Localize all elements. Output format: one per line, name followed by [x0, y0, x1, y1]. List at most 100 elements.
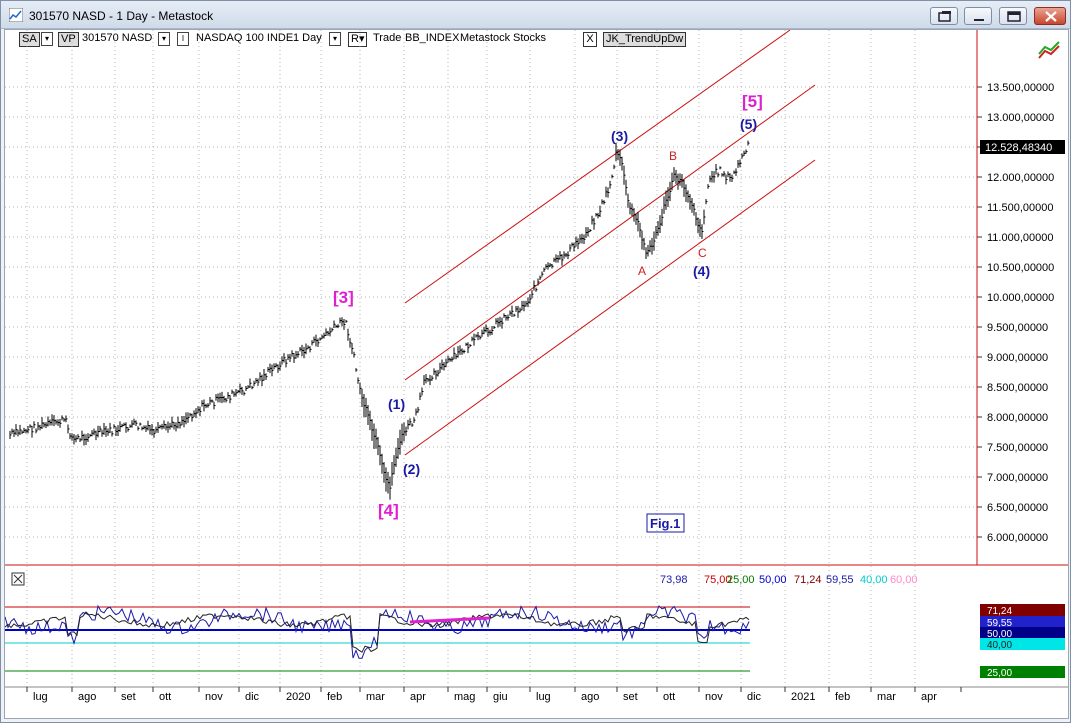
period-dropdown[interactable]: ▾ — [329, 32, 341, 46]
channel-lower — [404, 159, 816, 456]
indicator-badge — [980, 638, 1065, 650]
channel-middle — [404, 84, 816, 381]
chart-tool-icon[interactable] — [1038, 41, 1060, 59]
sa-button[interactable]: SA — [19, 32, 40, 47]
indicator-value: 71,24 — [794, 574, 822, 586]
price-tick-label: 9.000,00000 — [987, 352, 1048, 364]
price-tick-label: 9.500,00000 — [987, 322, 1048, 334]
last-price-label: 12.528,48340 — [985, 142, 1052, 154]
time-tick-label: mar — [877, 691, 896, 703]
price-tick-label: 10.000,00000 — [987, 292, 1054, 304]
wave-b: B — [669, 149, 677, 163]
indicator-badge-label: 40,00 — [987, 640, 1012, 651]
maximize-icon — [1007, 11, 1021, 22]
fig-label-box — [646, 513, 685, 533]
title-bar: 301570 NASD - 1 Day - Metastock — [1, 1, 1070, 29]
close-icon — [1045, 11, 1057, 22]
symbol-dropdown[interactable]: ▾ — [158, 32, 170, 46]
wave-4: (4) — [693, 263, 710, 279]
time-tick-label: ago — [78, 691, 96, 703]
indicator-chip[interactable]: JK_TrendUpDw — [603, 32, 687, 47]
price-tick-label: 6.500,00000 — [987, 502, 1048, 514]
time-tick-label: set — [623, 691, 638, 703]
indicator-value: 25,00 — [727, 574, 755, 586]
wave-a: A — [638, 264, 646, 278]
close-icon — [13, 574, 23, 584]
price-tick-label: 11.500,00000 — [987, 202, 1053, 214]
time-tick-label: feb — [327, 691, 342, 703]
price-tick-label: 12.000,00000 — [987, 172, 1054, 184]
time-tick-label: set — [121, 691, 136, 703]
metastock-label: Metastock — [460, 32, 511, 44]
index-toggle[interactable]: I — [177, 32, 189, 46]
oscillator-slow — [5, 611, 750, 653]
restore-doc-icon — [938, 11, 951, 22]
time-tick-label: 2021 — [791, 691, 815, 703]
trade-label: Trade — [373, 32, 402, 44]
indicator-value: 60,00 — [890, 574, 918, 586]
time-tick-label: 2020 — [286, 691, 310, 703]
wave-5: (5) — [740, 116, 757, 132]
period-label: 1 Day — [293, 32, 322, 44]
wave-2: (2) — [403, 461, 420, 477]
wave-major-3: [3] — [333, 288, 354, 307]
time-tick-label: dic — [747, 691, 762, 703]
maximize-button[interactable] — [999, 7, 1027, 25]
time-tick-label: lug — [33, 691, 48, 703]
time-tick-label: giu — [493, 691, 508, 703]
wave-annotations: [3] [4] [5] (1) (2) (3) (4) (5) A B C Fi… — [333, 92, 763, 533]
price-bars — [9, 140, 750, 500]
price-tick-label: 6.000,00000 — [987, 532, 1048, 544]
minimize-button[interactable] — [964, 7, 992, 25]
symbol-label: 301570 NASD — [82, 32, 153, 44]
wave-major-4: [4] — [378, 501, 399, 520]
indicator-badge-label: 71,24 — [987, 606, 1012, 617]
indicator-value: 59,55 — [826, 574, 854, 586]
time-tick-label: ago — [581, 691, 599, 703]
time-tick-label: lug — [536, 691, 551, 703]
price-tick-label: 13.000,00000 — [987, 112, 1054, 124]
time-axis: lug ago set ott nov dic 2020 feb mar apr mag giu lug… — [26, 687, 962, 703]
wave-3: (3) — [611, 128, 628, 144]
price-chart: 13.500,0000013.000,0000012.500,0000012.0… — [5, 30, 1068, 703]
r-label: R — [351, 33, 359, 45]
chart-area[interactable]: SA ▾ VP 301570 NASD ▾ I NASDAQ 100 INDE … — [4, 29, 1069, 719]
indicator-highlight — [409, 616, 491, 624]
indicator-badge — [980, 616, 1065, 628]
bb-index-label: BB_INDEX — [405, 32, 460, 44]
r-button[interactable]: R▾ — [348, 32, 368, 47]
price-tick-label: 8.500,00000 — [987, 382, 1048, 394]
time-tick-label: dic — [245, 691, 260, 703]
indicator-value: 50,00 — [759, 574, 787, 586]
index-label: NASDAQ 100 INDE — [196, 32, 294, 44]
time-tick-label: apr — [921, 691, 937, 703]
time-tick-label: ott — [159, 691, 171, 703]
indicator-badge — [980, 666, 1065, 678]
fig-label: Fig.1 — [650, 516, 680, 531]
indicator-badge-label: 50,00 — [987, 629, 1012, 640]
close-button[interactable] — [1034, 7, 1066, 25]
stocks-label: Stocks — [513, 32, 547, 44]
oscillator-fast — [5, 604, 750, 659]
sa-dropdown[interactable]: ▾ — [41, 32, 53, 46]
wave-1: (1) — [388, 396, 405, 412]
close-indicator-button[interactable]: X — [583, 32, 597, 47]
indicator-badge-label: 25,00 — [987, 668, 1012, 679]
time-tick-label: apr — [410, 691, 426, 703]
time-tick-label: mar — [366, 691, 385, 703]
trend-channels — [404, 30, 816, 456]
indicator-badge — [980, 604, 1065, 616]
indicator-value: 40,00 — [860, 574, 888, 586]
minimize-icon — [974, 19, 984, 21]
time-tick-label: ott — [663, 691, 675, 703]
last-price-badge: 12.528,48340 — [980, 140, 1065, 154]
indicator-close-button[interactable] — [11, 572, 25, 586]
price-tick-label: 7.000,00000 — [987, 472, 1048, 484]
price-tick-label: 11.000,00000 — [987, 232, 1053, 244]
price-tick-label: 7.500,00000 — [987, 442, 1048, 454]
window-title: 301570 NASD - 1 Day - Metastock — [29, 9, 214, 23]
restore-doc-button[interactable] — [930, 7, 958, 25]
